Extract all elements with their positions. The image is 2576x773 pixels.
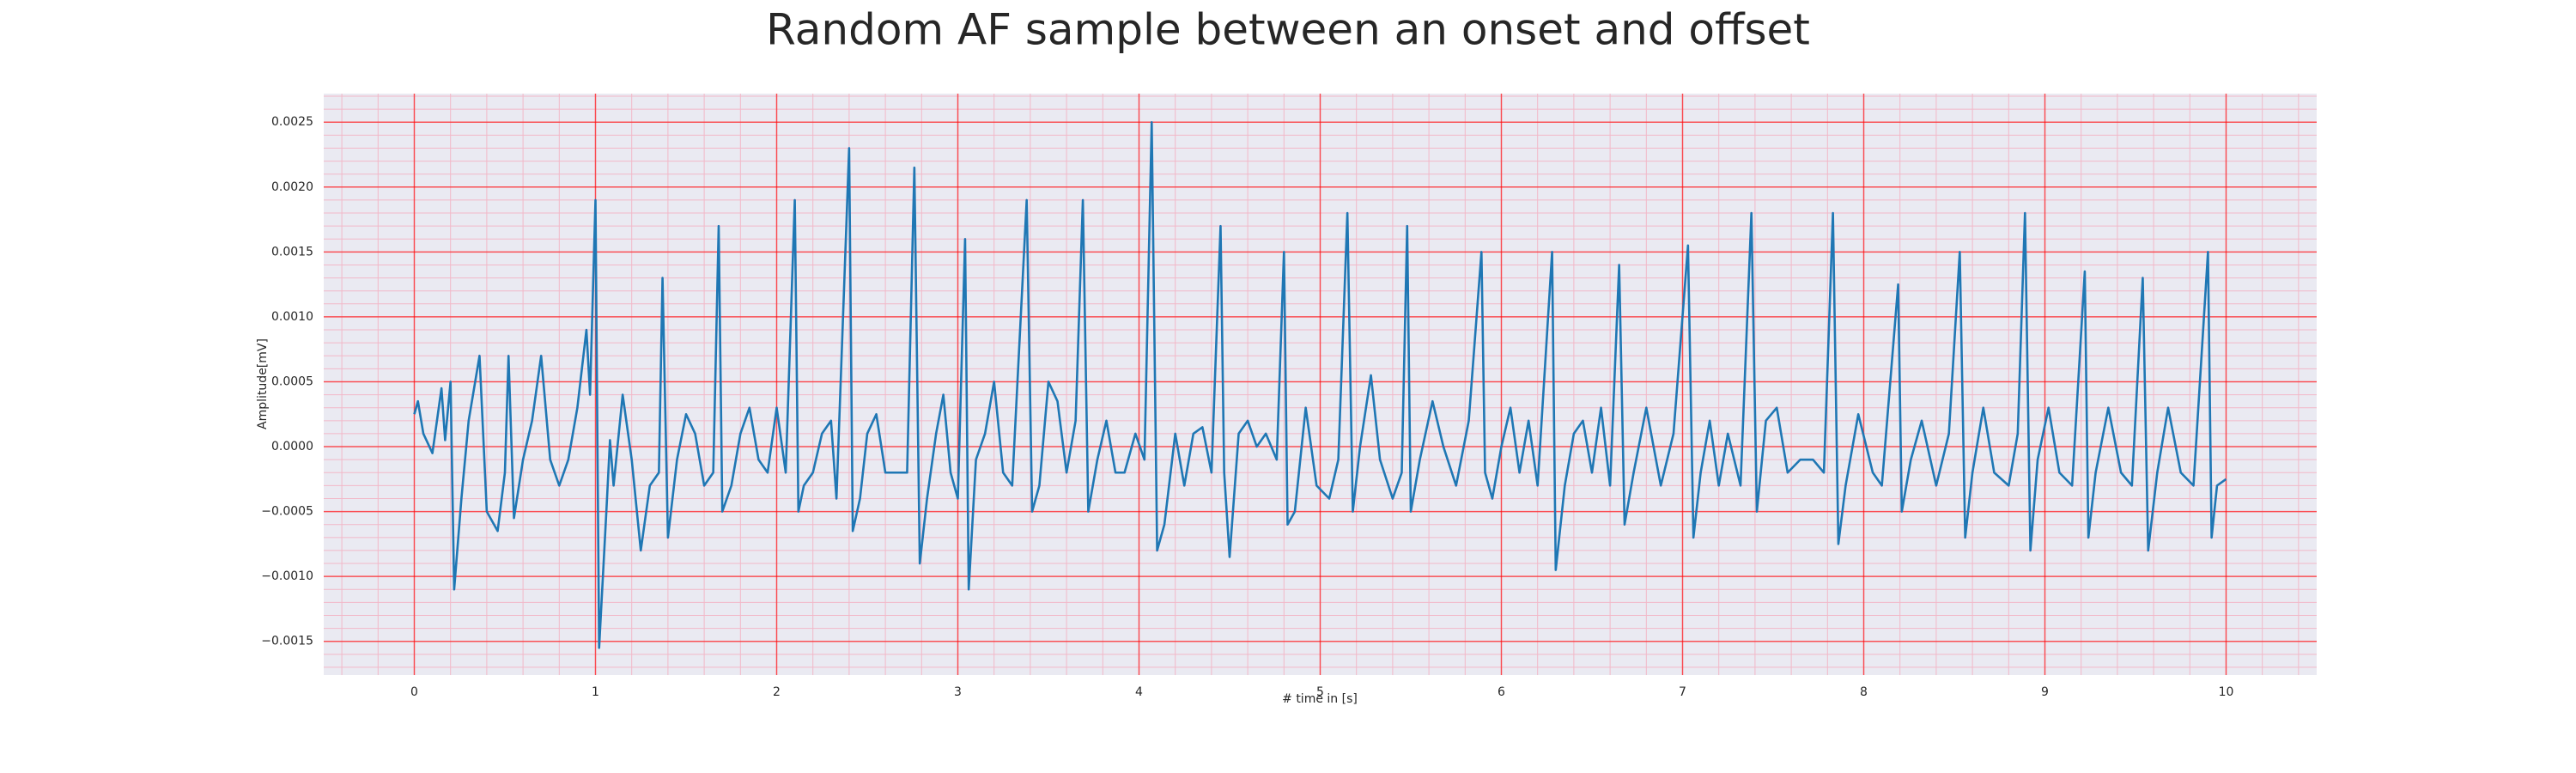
x-tick-label: 10 [2219, 685, 2234, 699]
y-tick-label: −0.0015 [261, 635, 313, 648]
y-tick-label: 0.0025 [271, 115, 313, 129]
x-tick-label: 7 [1679, 685, 1686, 699]
x-tick-label: 4 [1135, 685, 1143, 699]
x-tick-label: 8 [1860, 685, 1868, 699]
x-tick-label: 3 [954, 685, 962, 699]
y-axis-label: Amplitude[mV] [256, 338, 270, 429]
y-tick-label: 0.0000 [271, 440, 313, 453]
x-axis-label: # time in [s] [1282, 692, 1358, 706]
y-tick-label: −0.0005 [261, 505, 313, 519]
x-tick-label: 9 [2041, 685, 2049, 699]
y-tick-label: −0.0010 [261, 569, 313, 583]
x-tick-label: 0 [410, 685, 418, 699]
chart-title: Random AF sample between an onset and of… [766, 5, 1810, 55]
y-tick-label: 0.0020 [271, 180, 313, 194]
y-tick-label: 0.0010 [271, 310, 313, 324]
x-tick-label: 5 [1316, 685, 1324, 699]
y-tick-label: 0.0015 [271, 245, 313, 259]
x-tick-label: 6 [1498, 685, 1505, 699]
signal-line [413, 120, 2227, 649]
y-tick-label: 0.0005 [271, 374, 313, 388]
x-tick-label: 2 [773, 685, 781, 699]
x-tick-label: 1 [592, 685, 599, 699]
